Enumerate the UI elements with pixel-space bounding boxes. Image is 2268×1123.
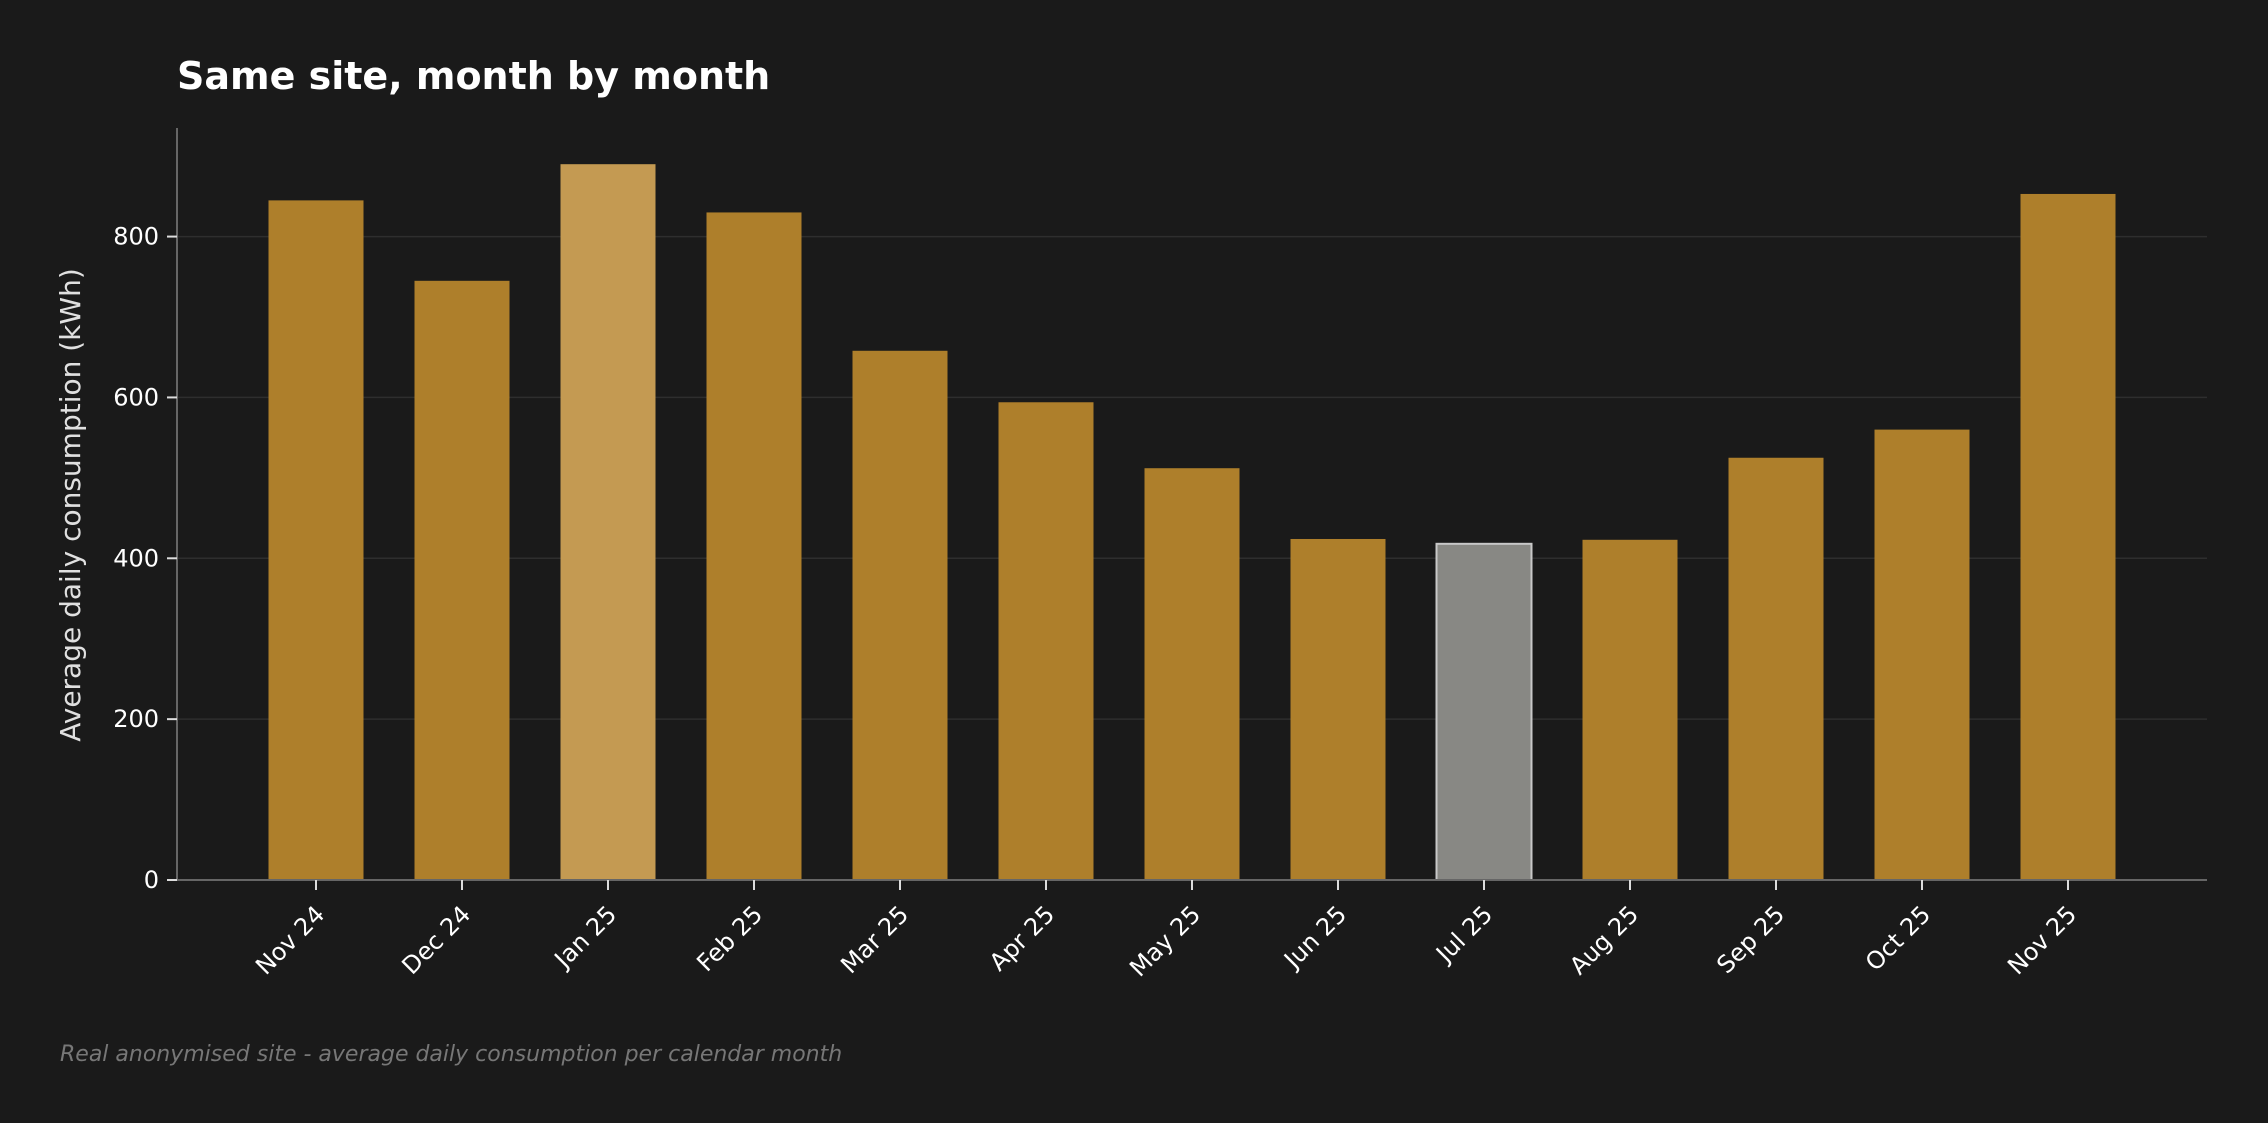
bar-feb-25 [706,212,802,880]
y-tick-label: 400 [113,544,159,572]
bar-oct-25 [1874,429,1970,880]
y-ticks: 0 200 400 600 800 [113,223,177,894]
footnote: Real anonymised site - average daily con… [60,1042,842,1067]
bar-sep-25 [1728,457,1824,880]
y-tick-label: 200 [113,705,159,733]
y-tick-label: 600 [113,383,159,411]
bar-nov-24 [268,200,364,881]
bar-mar-25 [852,350,948,880]
y-tick-label: 0 [144,866,159,894]
bar-jul-25 [1435,542,1533,881]
y-tick-label: 800 [113,223,159,251]
bar-apr-25 [998,402,1094,880]
bar-nov-25 [2020,193,2116,880]
y-axis-label: Average daily consumption (kWh) [54,268,87,742]
bar-dec-24 [414,280,510,880]
bar-may-25 [1144,468,1240,880]
bars [268,164,2116,881]
bar-aug-25 [1582,539,1678,880]
chart-title: Same site, month by month [177,54,770,98]
bar-jan-25 [560,164,656,881]
bar-jun-25 [1290,538,1386,880]
